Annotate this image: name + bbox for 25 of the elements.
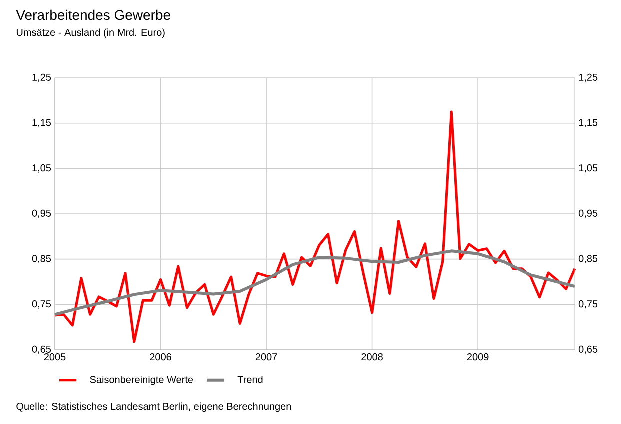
y2-tick-label: 1,15 xyxy=(579,119,598,128)
y2-tick-label: 0,75 xyxy=(578,300,598,309)
y-tick-label: 1,05 xyxy=(32,164,52,173)
x-tick-label: 2009 xyxy=(467,354,489,361)
y-tick-label: 0,75 xyxy=(32,300,52,309)
x-tick-label: 2006 xyxy=(150,354,172,361)
y-tick-label: 0,65 xyxy=(32,346,52,354)
y2-tick-label: 0,85 xyxy=(578,255,598,264)
chart-title: Verarbeitendes Gewerbe xyxy=(16,10,170,20)
chart-subtitle: Umsätze - Ausland (in Mrd. Euro) xyxy=(16,28,165,38)
y-tick-label: 1,25 xyxy=(32,74,52,82)
x-tick-label: 2007 xyxy=(256,354,278,361)
y2-tick-label: 1,25 xyxy=(579,74,598,82)
legend-label: Trend xyxy=(238,376,263,384)
y-tick-label: 0,95 xyxy=(32,210,52,218)
y2-tick-label: 0,95 xyxy=(578,210,598,218)
y2-tick-label: 1,05 xyxy=(579,164,598,173)
source-note: Quelle: Statistisches Landesamt Berlin, eigene Berechnungen xyxy=(16,402,292,412)
y-tick-label: 1,15 xyxy=(32,119,52,128)
y2-tick-label: 0,65 xyxy=(578,346,598,354)
line-series xyxy=(54,250,576,316)
legend-label: Saisonbereinigte Werte xyxy=(90,376,194,386)
x-tick-label: 2008 xyxy=(362,354,383,361)
y-tick-label: 0,85 xyxy=(32,255,52,264)
x-tick-label: 2005 xyxy=(44,354,66,361)
